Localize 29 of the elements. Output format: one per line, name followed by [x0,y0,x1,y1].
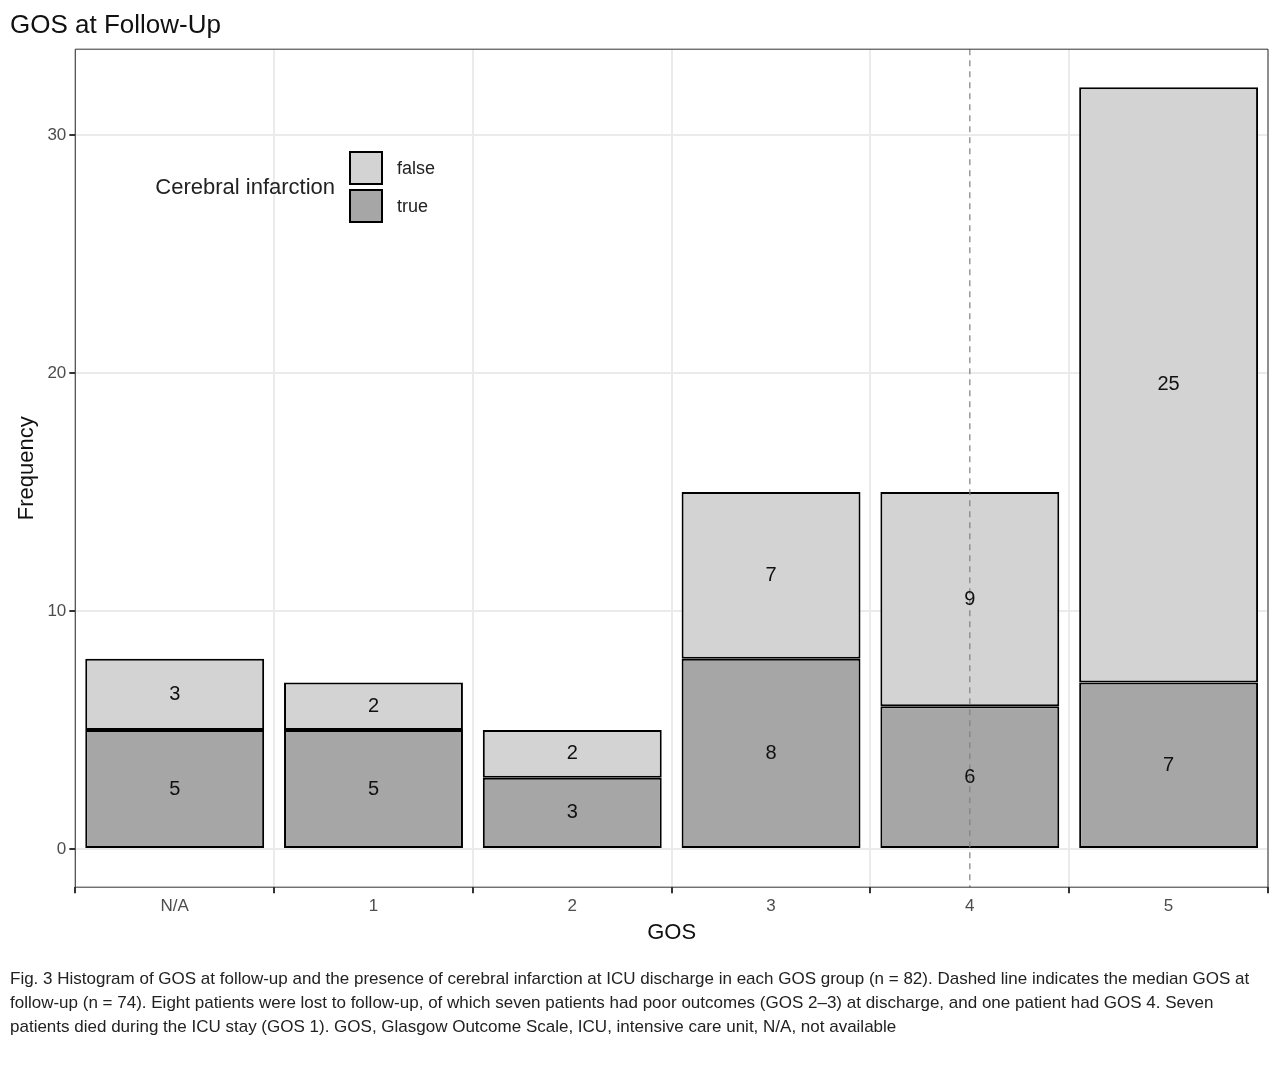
x-tick-label: 4 [965,896,975,916]
x-tick-label: 5 [1163,896,1174,916]
legend-title: Cerebral infarction [155,174,336,201]
data-label: 8 [765,740,777,763]
data-label: 7 [1163,752,1175,775]
y-axis-title: Frequency [13,416,39,521]
x-tick-label: N/A [160,896,190,916]
data-label: 3 [566,800,578,823]
data-label: 5 [169,776,181,799]
data-label: 2 [367,693,380,716]
legend-label: false [397,157,436,179]
x-tick-label: 2 [567,896,577,916]
y-tick-label: 10 [47,600,67,620]
x-axis-title: GOS [647,918,697,944]
data-label: 25 [1157,372,1180,395]
data-label: 2 [566,741,578,764]
chart-title: GOS at Follow-Up [10,8,221,39]
y-tick-label: 0 [56,838,67,858]
y-tick-label: 20 [47,362,67,382]
data-label: 9 [964,586,976,609]
data-label: 3 [169,681,181,704]
x-tick-label: 3 [766,896,776,916]
y-tick-label: 30 [47,124,67,144]
legend-label: true [397,195,429,217]
data-label: 7 [765,562,777,585]
data-label: 5 [367,776,380,799]
data-label: 6 [964,764,976,787]
x-tick-label: 1 [368,896,379,916]
caption: Fig. 3 Histogram of GOS at follow-up and the presence of cerebral infarction at ICU discharge in each GOS group (n = 82). Dashed line indicates the median GOS at follow-up (n = 74). Eight patients were lost to follow-up, of which seven patients had poor outcomes (GOS 2–3) at discharge, and one patient had GOS 4. Seven patients died during the ICU stay (GOS 1). GOS, Glasgow Outcome Scale, ICU, intensive care unit, N/A, not available [10,968,1251,1038]
